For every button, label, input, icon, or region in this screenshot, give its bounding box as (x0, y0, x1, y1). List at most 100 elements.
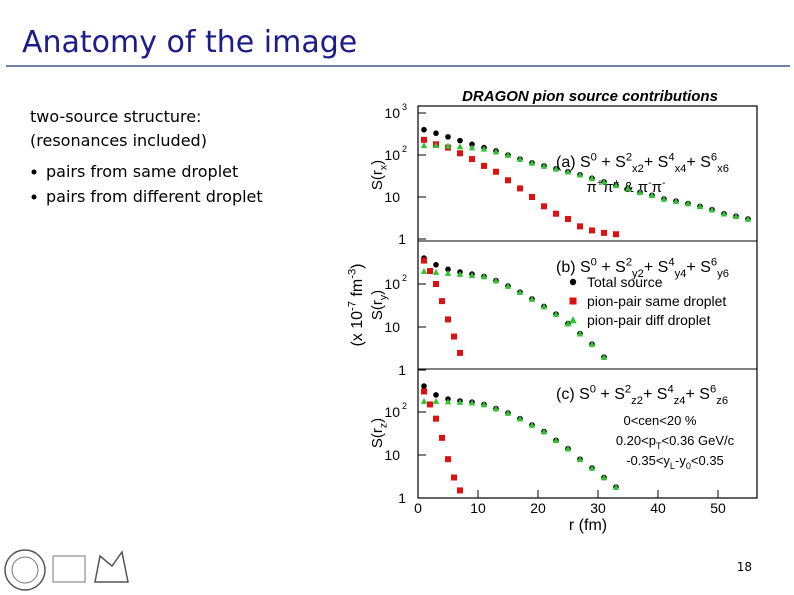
data-point (600, 178, 608, 185)
panel-y-label-part: S(r (369, 428, 386, 448)
panel-label-part: + S (644, 154, 668, 171)
legend-label: Total source (587, 274, 663, 290)
data-point (493, 168, 499, 175)
data-point (624, 185, 632, 192)
panel-label-part: y2 (632, 268, 644, 280)
legend-label: pion-pair same droplet (587, 293, 726, 309)
data-point (672, 197, 680, 204)
data-point (439, 298, 445, 305)
data-point (420, 142, 428, 149)
data-point (504, 409, 512, 416)
bullet-dot (31, 194, 37, 200)
data-point (468, 272, 476, 279)
page-number: 18 (737, 560, 752, 574)
data-point (456, 398, 464, 405)
panel-label-part: 4 (667, 384, 673, 396)
panel-y-label: S(rz) (369, 418, 390, 448)
data-point (492, 148, 500, 155)
panel-label-part: (c) S (556, 386, 590, 403)
y-axis-label-part: -3 (347, 269, 359, 279)
panel-annotation-part: <0.36 GeV/c (662, 433, 735, 448)
panel-annotation: 0<cen<20 % (623, 413, 696, 428)
data-point (564, 445, 572, 452)
body-text: two-source structure: (30, 107, 201, 126)
panel-label-part: 2 (626, 152, 632, 164)
panel-annotation-part: T (656, 441, 662, 451)
data-point (451, 474, 457, 481)
legend-marker (569, 278, 577, 286)
data-point (492, 277, 500, 284)
data-point (516, 415, 524, 422)
data-point (421, 388, 427, 395)
data-point (540, 162, 548, 169)
data-point (492, 405, 500, 412)
data-point (427, 401, 433, 408)
data-point (696, 203, 704, 210)
figure: DRAGON pion source contributions r (fm) … (347, 88, 758, 534)
data-point (552, 165, 560, 172)
panel-label: (a) S0 + S2x2+ S4x4+ S6x6 (556, 152, 729, 175)
bullet-text: pairs from different droplet (46, 187, 263, 206)
data-point (660, 195, 668, 202)
data-point (600, 474, 608, 481)
y-axis-label-part: -7 (347, 301, 359, 311)
data-point (553, 210, 559, 217)
bullet-dot (31, 169, 37, 175)
data-point (588, 340, 596, 347)
panel-label-part: + S (686, 386, 710, 403)
data-point (444, 398, 452, 405)
legend-marker (569, 297, 577, 305)
panel-annotation-part: - (648, 177, 652, 189)
data-point (444, 142, 452, 149)
panel-y-label-part: x (378, 164, 390, 170)
data-point (517, 185, 523, 192)
panel-label-part: z2 (631, 395, 643, 407)
data-point (421, 257, 427, 264)
chart-title: DRAGON pion source contributions (462, 88, 718, 105)
panel-label-part: z6 (716, 395, 728, 407)
data-point (445, 266, 451, 273)
y-tick-exponent: 2 (402, 144, 407, 154)
data-point (457, 487, 463, 494)
panel-label-part: x6 (717, 163, 729, 175)
y-tick-label: 1 (398, 490, 406, 506)
bullet-text: pairs from same droplet (46, 162, 238, 181)
data-point (480, 145, 488, 152)
panel-annotation-part: -y (675, 453, 686, 468)
panel-annotation-part: 0<cen<20 % (623, 413, 696, 428)
data-point (601, 229, 607, 236)
x-axis-label: r (fm) (569, 517, 607, 534)
data-point (439, 434, 445, 441)
panel-label-part: x4 (675, 163, 687, 175)
data-point (421, 126, 427, 133)
logo (4, 549, 129, 591)
panel-annotation-part: 0 (686, 461, 691, 471)
panel-label-part: + S (686, 259, 710, 276)
data-point (648, 192, 656, 199)
legend-label: pion-pair diff droplet (587, 312, 711, 328)
panel-label-part: (b) S (556, 259, 591, 276)
data-point (552, 437, 560, 444)
slide-title: Anatomy of the image (22, 25, 357, 60)
data-point (456, 270, 464, 277)
x-tick-label: 0 (414, 500, 422, 516)
panel-label-part: 2 (625, 384, 631, 396)
panel-label-part: 0 (591, 152, 597, 164)
data-point (420, 397, 428, 404)
data-point (457, 150, 463, 157)
y-tick-label: 1 (398, 231, 406, 247)
data-point (432, 142, 440, 149)
panel-y-label-part: ) (369, 418, 386, 423)
data-point (576, 455, 584, 462)
data-point (445, 134, 451, 140)
data-point (708, 206, 716, 213)
data-point (432, 268, 440, 275)
panel-label-part: + S (597, 259, 626, 276)
panel-label-part: y4 (675, 268, 687, 280)
data-point (433, 261, 439, 268)
panel-label-part: x2 (632, 163, 644, 175)
data-point (684, 200, 692, 207)
data-point (528, 159, 536, 166)
data-point (468, 144, 476, 151)
panel-label-part: 6 (711, 152, 717, 164)
